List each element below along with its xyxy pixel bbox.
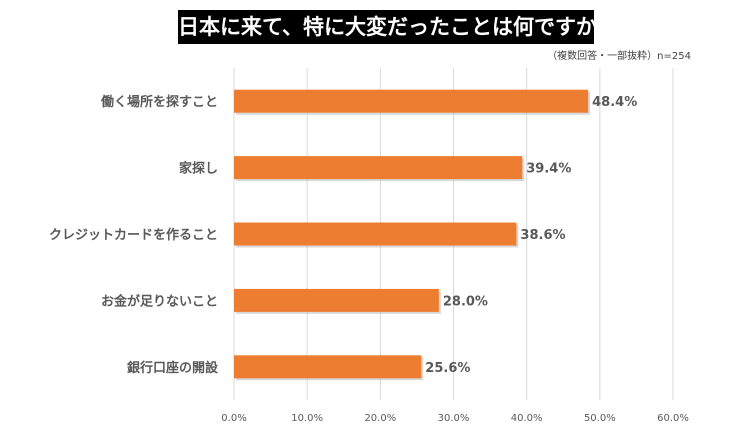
x-tick-label: 0.0% xyxy=(221,413,246,424)
x-tick-label: 60.0% xyxy=(657,413,689,424)
data-label: 38.6% xyxy=(520,228,565,243)
chart-title: 日本に来て、特に大変だったことは何ですか xyxy=(178,10,594,44)
x-tick-label: 30.0% xyxy=(438,413,470,424)
category-label: 働く場所を探すこと xyxy=(100,94,218,110)
bar xyxy=(234,156,523,180)
labels: 0.0% 10.0% 20.0% 30.0% 40.0% 50.0% 60.0% 働く場所を探… xyxy=(49,94,689,424)
data-label: 25.6% xyxy=(425,361,470,376)
bars xyxy=(234,89,591,381)
bar xyxy=(234,288,439,312)
x-tick-label: 50.0% xyxy=(584,413,616,424)
data-label: 39.4% xyxy=(526,162,571,177)
bar xyxy=(234,89,589,113)
chart-note: （複数回答・一部抜粋）n=254 xyxy=(547,51,691,62)
x-tick-label: 40.0% xyxy=(511,413,543,424)
x-tick-label: 20.0% xyxy=(364,413,396,424)
data-label: 48.4% xyxy=(592,95,637,110)
category-label: 家探し xyxy=(179,161,218,177)
category-label: お金が足りないこと xyxy=(101,293,218,309)
category-label: クレジットカードを作ること xyxy=(49,227,218,243)
x-tick-label: 10.0% xyxy=(291,413,323,424)
data-label: 28.0% xyxy=(443,294,488,309)
bar xyxy=(234,355,422,379)
bar xyxy=(234,222,517,246)
category-label: 銀行口座の開設 xyxy=(127,360,219,376)
